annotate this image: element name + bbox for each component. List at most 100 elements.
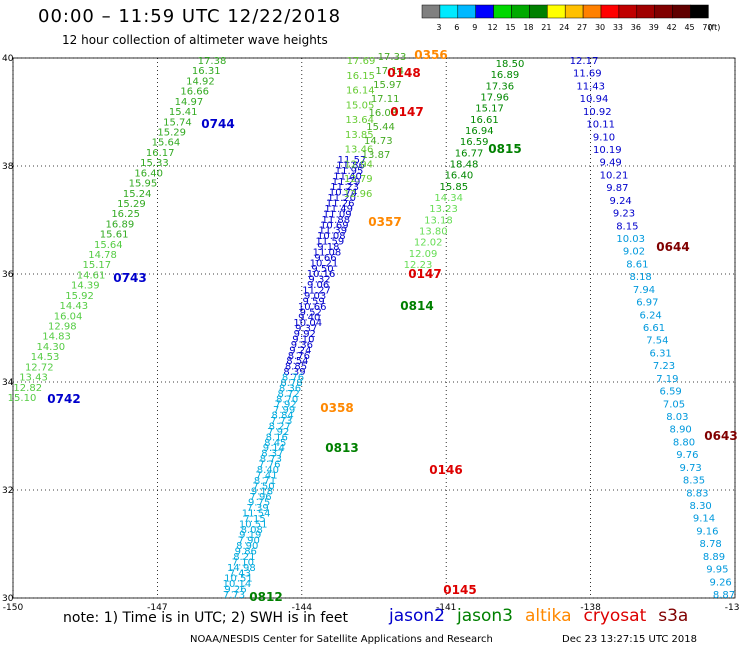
swh-value: 12.72 bbox=[25, 362, 54, 373]
legend-jason3: jason3 bbox=[457, 606, 513, 626]
swh-value: 14.39 bbox=[71, 281, 100, 292]
swh-value: 8.85 bbox=[285, 362, 307, 373]
swh-value: 17.96 bbox=[480, 93, 509, 104]
lon-tick-label: -135 bbox=[725, 603, 740, 613]
credit-line: NOAA/NESDIS Center for Satellite Applica… bbox=[190, 634, 493, 645]
swh-value: 9.10 bbox=[593, 132, 615, 143]
swh-value: 14.97 bbox=[175, 97, 204, 108]
swh-value: 8.21 bbox=[233, 552, 255, 563]
swh-value: 10.69 bbox=[320, 220, 349, 231]
swh-value: 16.59 bbox=[460, 137, 489, 148]
pass-time-label: 0147 bbox=[408, 267, 441, 281]
swh-value: 10.04 bbox=[293, 318, 322, 329]
swh-value: 9.18 bbox=[251, 487, 273, 498]
swh-value: 11.88 bbox=[321, 215, 350, 226]
swh-value: 13.18 bbox=[424, 215, 453, 226]
swh-value: 11.09 bbox=[323, 209, 352, 220]
swh-value: 8.08 bbox=[241, 525, 263, 536]
swh-value: 15.29 bbox=[157, 127, 186, 138]
swh-value: 9.24 bbox=[289, 345, 311, 356]
swh-value: 9.06 bbox=[307, 280, 329, 291]
swh-value: 14.83 bbox=[42, 332, 71, 343]
swh-value: 12.09 bbox=[409, 249, 438, 260]
colorbar-swatch bbox=[690, 4, 709, 19]
swh-value: 11.69 bbox=[573, 69, 602, 80]
swh-value: 18.48 bbox=[450, 160, 479, 171]
swh-value: 6.61 bbox=[643, 323, 665, 334]
lon-tick-label: -138 bbox=[580, 603, 601, 613]
swh-value: 8.54 bbox=[286, 356, 308, 367]
swh-value: 12.23 bbox=[404, 260, 433, 271]
swh-value: 17.33 bbox=[378, 52, 407, 63]
swh-value: 9.36 bbox=[291, 340, 313, 351]
swh-value: 15.29 bbox=[117, 199, 146, 210]
swh-value: 9.14 bbox=[693, 514, 715, 525]
swh-value: 9.50 bbox=[311, 264, 333, 275]
swh-value: 9.49 bbox=[600, 158, 622, 169]
pass-time-label: 0644 bbox=[656, 240, 689, 254]
swh-value: 11.59 bbox=[316, 237, 345, 248]
colorbar-label: 33 bbox=[613, 23, 623, 32]
timestamp: Dec 23 13:27:15 UTC 2018 bbox=[562, 634, 697, 645]
pass-time-label: 0813 bbox=[325, 441, 358, 455]
swh-value: 15.10 bbox=[8, 393, 37, 404]
swh-value: 16.40 bbox=[134, 168, 163, 179]
swh-value: 10.11 bbox=[586, 120, 615, 131]
swh-value: 15.85 bbox=[439, 182, 468, 193]
swh-value: 15.95 bbox=[129, 179, 158, 190]
swh-value: 13.64 bbox=[345, 115, 374, 126]
swh-value: 8.35 bbox=[683, 476, 705, 487]
swh-value: 10.21 bbox=[310, 258, 339, 269]
swh-value: 8.16 bbox=[266, 432, 288, 443]
swh-value: 14.78 bbox=[88, 250, 117, 261]
swh-value: 6.31 bbox=[650, 348, 672, 359]
swh-value: 9.24 bbox=[610, 196, 632, 207]
pass-time-label: 0145 bbox=[443, 583, 476, 597]
swh-value: 7.76 bbox=[258, 460, 280, 471]
swh-value: 9.95 bbox=[706, 565, 728, 576]
swh-value: 13.43 bbox=[19, 373, 48, 384]
swh-value: 12.79 bbox=[344, 174, 373, 185]
swh-value: 11.40 bbox=[333, 171, 362, 182]
pass-time-label: 0742 bbox=[47, 392, 80, 406]
swh-value: 9.03 bbox=[304, 291, 326, 302]
swh-value: 9.73 bbox=[680, 463, 702, 474]
swh-value: 11.23 bbox=[330, 182, 359, 193]
swh-value: 6.59 bbox=[660, 387, 682, 398]
pass-time-label: 0356 bbox=[414, 48, 447, 62]
colorbar-label: 42 bbox=[667, 23, 677, 32]
colorbar-label: 15 bbox=[505, 23, 515, 32]
swh-value: 15.17 bbox=[83, 260, 112, 271]
swh-value: 17.36 bbox=[485, 81, 514, 92]
swh-value: 15.24 bbox=[123, 189, 152, 200]
swh-value: 9.40 bbox=[298, 313, 320, 324]
swh-value: 8.84 bbox=[272, 411, 294, 422]
colorbar-label: 36 bbox=[631, 23, 641, 32]
swh-value: 8.73 bbox=[260, 454, 282, 465]
swh-value: 11.20 bbox=[327, 193, 356, 204]
colorbar-label: 30 bbox=[595, 23, 605, 32]
swh-value: 7.10 bbox=[232, 557, 254, 568]
lat-tick-label: 38 bbox=[2, 162, 14, 172]
colorbar-label: 45 bbox=[684, 23, 694, 32]
swh-value: 7.94 bbox=[633, 285, 655, 296]
pass-time-label: 0148 bbox=[387, 66, 420, 80]
swh-value: 8.78 bbox=[280, 378, 302, 389]
swh-value: 16.77 bbox=[455, 148, 484, 159]
swh-value: 15.64 bbox=[152, 138, 181, 149]
swh-value: 7.05 bbox=[663, 399, 685, 410]
swh-value: 14.73 bbox=[364, 136, 393, 147]
swh-value: 9.16 bbox=[696, 526, 718, 537]
swh-value: 11.49 bbox=[324, 204, 353, 215]
lon-tick-label: -150 bbox=[3, 603, 24, 613]
swh-value: 9.14 bbox=[263, 443, 285, 454]
lat-tick-label: 32 bbox=[2, 486, 13, 496]
swh-value: 7.92 bbox=[267, 427, 289, 438]
swh-value: 9.10 bbox=[292, 334, 314, 345]
swh-value: 13.46 bbox=[345, 145, 374, 156]
swh-value: 9.86 bbox=[235, 547, 257, 558]
swh-value: 10.21 bbox=[600, 170, 629, 181]
swh-value: 16.40 bbox=[445, 171, 474, 182]
swh-value: 12.17 bbox=[570, 56, 599, 67]
swh-value: 16.66 bbox=[180, 87, 209, 98]
